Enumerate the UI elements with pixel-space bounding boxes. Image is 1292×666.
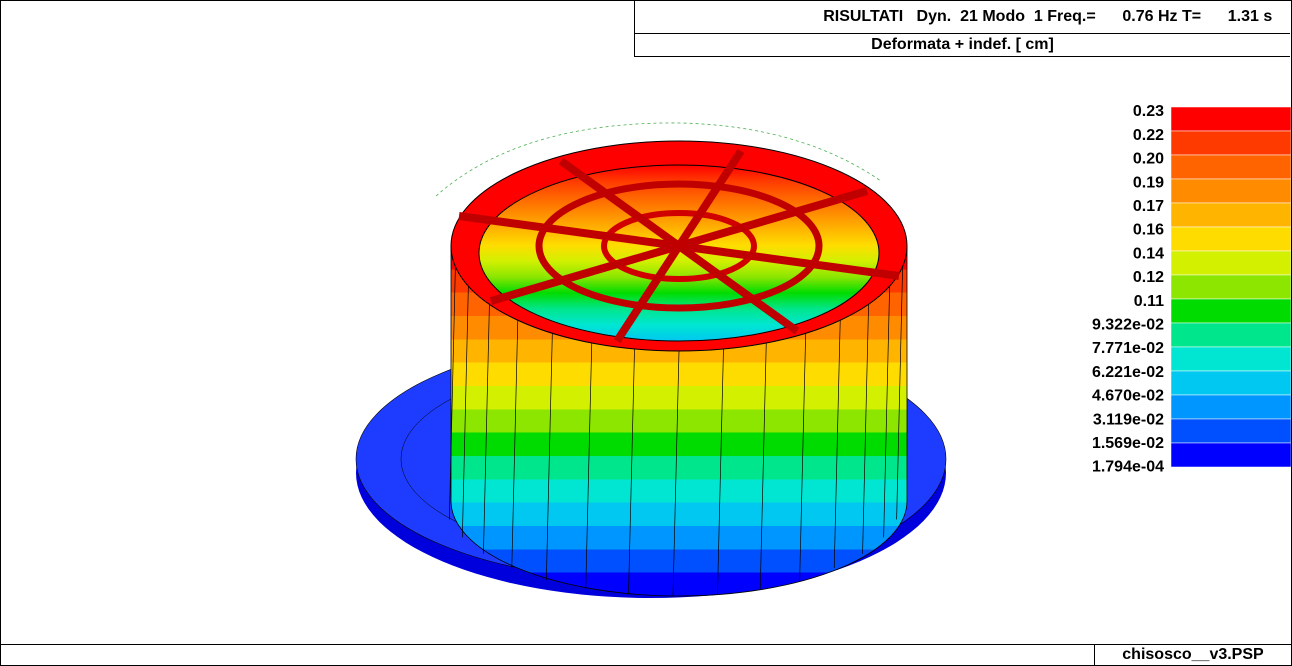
legend-label: 0.19 [1133, 174, 1164, 191]
legend-band [1171, 347, 1291, 371]
legend-band [1171, 395, 1291, 419]
footer-filename: chisosco__v3.PSP [1122, 646, 1263, 664]
legend-label: 3.119e-02 [1093, 411, 1164, 428]
legend-band [1171, 443, 1291, 467]
legend-band [1171, 251, 1291, 275]
legend-band [1171, 179, 1291, 203]
legend-label: 0.17 [1133, 198, 1164, 215]
legend-label: 0.11 [1134, 293, 1164, 310]
legend-label: 0.20 [1133, 151, 1164, 168]
legend-band [1171, 371, 1291, 395]
legend-band [1171, 155, 1291, 179]
legend-band [1171, 227, 1291, 251]
legend-label: 0.12 [1133, 269, 1164, 286]
legend-band [1171, 419, 1291, 443]
footer-filename-box: chisosco__v3.PSP [1094, 644, 1291, 665]
screen: RISULTATI Dyn. 21 Modo 1 Freq.= 0.76 Hz … [0, 0, 1292, 666]
legend-label: 4.670e-02 [1092, 388, 1164, 405]
legend-label: 6.221e-02 [1092, 364, 1164, 381]
legend-label: 0.16 [1133, 222, 1164, 239]
legend-band [1171, 323, 1291, 347]
legend-label: 0.22 [1133, 127, 1164, 144]
legend-label: 9.322e-02 [1092, 317, 1164, 334]
legend-label: 0.23 [1133, 103, 1164, 120]
legend-band [1171, 131, 1291, 155]
legend-band [1171, 203, 1291, 227]
legend-label: 7.771e-02 [1092, 340, 1164, 357]
legend-band [1171, 299, 1291, 323]
legend-label: 0.14 [1133, 245, 1164, 262]
model-view: 0.23 0.22 0.20 0.19 0.17 0.16 0.14 0.12 0.11 9.32… [1, 1, 1291, 641]
legend-band [1171, 275, 1291, 299]
legend-label: 1.794e-04 [1092, 459, 1164, 476]
legend-label: 1.569e-02 [1092, 435, 1164, 452]
legend-band [1171, 107, 1291, 131]
